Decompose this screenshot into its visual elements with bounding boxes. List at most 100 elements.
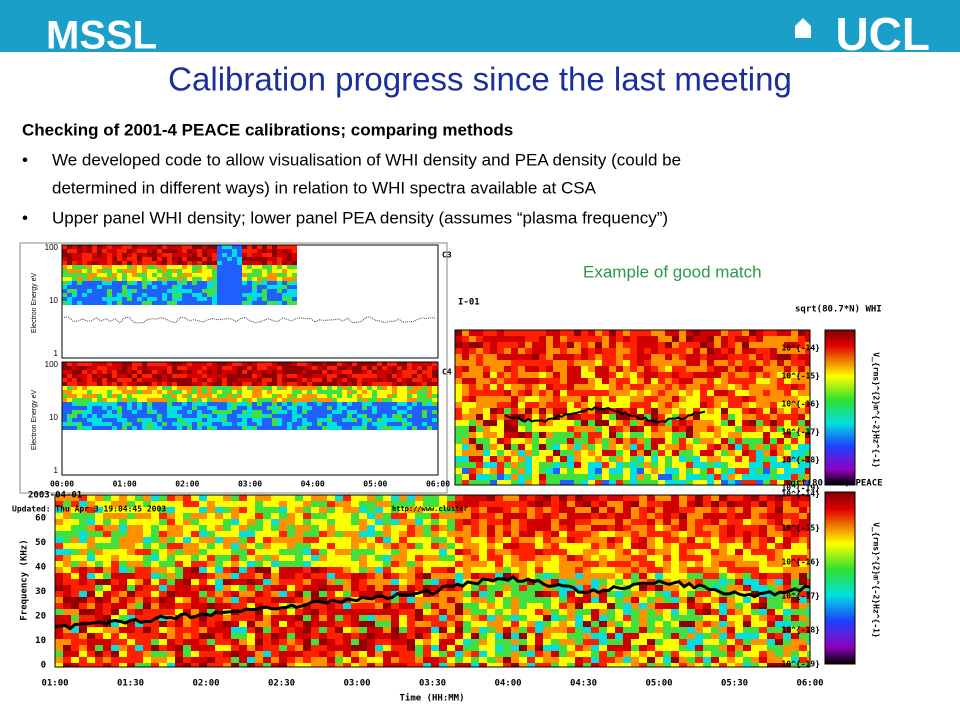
spectrogram-cell: [191, 657, 199, 663]
spectrogram-cell: [359, 657, 367, 663]
spectrogram-cell: [55, 657, 63, 663]
spectrogram-cell: [352, 362, 357, 366]
spectrogram-cell: [407, 609, 415, 615]
spectrogram-cell: [135, 561, 143, 567]
spectrogram-cell: [658, 366, 665, 372]
spectrogram-cell: [63, 603, 71, 609]
spectrogram-cell: [192, 293, 197, 297]
spectrogram-cell: [159, 597, 167, 603]
spectrogram-cell: [311, 567, 319, 573]
spectrogram-cell: [172, 301, 177, 305]
spectrogram-cell: [695, 573, 703, 579]
spectrogram-cell: [775, 657, 783, 663]
spectrogram-cell: [615, 549, 623, 555]
spectrogram-cell: [367, 507, 375, 513]
spectrogram-cell: [775, 603, 783, 609]
spectrogram-cell: [97, 281, 102, 285]
spectrogram-cell: [159, 519, 167, 525]
spectrogram-cell: [255, 633, 263, 639]
spectrogram-cell: [71, 513, 79, 519]
spectrogram-cell: [227, 362, 232, 366]
spectrogram-cell: [167, 269, 172, 273]
spectrogram-cell: [727, 627, 735, 633]
spectrogram-cell: [791, 603, 799, 609]
spectrogram-cell: [143, 561, 151, 567]
spectrogram-cell: [431, 585, 439, 591]
spectrogram-cell: [122, 253, 127, 257]
spectrogram-cell: [271, 501, 279, 507]
spectrogram-cell: [191, 651, 199, 657]
spectrogram-cell: [615, 543, 623, 549]
spectrogram-cell: [262, 273, 267, 277]
spectrogram-cell: [455, 360, 462, 366]
spectrogram-cell: [255, 603, 263, 609]
spectrogram-cell: [279, 663, 287, 667]
spectrogram-cell: [483, 330, 490, 336]
spectrogram-cell: [207, 663, 215, 667]
spectrogram-cell: [135, 663, 143, 667]
spectrogram-cell: [551, 549, 559, 555]
spectrogram-cell: [703, 639, 711, 645]
spectrogram-cell: [215, 579, 223, 585]
spectrogram-cell: [503, 555, 511, 561]
spectrogram-cell: [327, 627, 335, 633]
spectrogram-cell: [447, 555, 455, 561]
spectrogram-cell: [767, 633, 775, 639]
spectrogram-cell: [775, 543, 783, 549]
spectrogram-cell: [735, 621, 743, 627]
spectrogram-cell: [172, 269, 177, 273]
spectrogram-cell: [332, 366, 337, 370]
spectrogram-cell: [791, 414, 798, 420]
spectrogram-cell: [783, 567, 791, 573]
spectrogram-cell: [375, 609, 383, 615]
spectrogram-cell: [777, 366, 784, 372]
spectrogram-cell: [162, 289, 167, 293]
spectrogram-cell: [143, 543, 151, 549]
spectrogram-cell: [695, 555, 703, 561]
spectrogram-cell: [658, 426, 665, 432]
spectrogram-cell: [242, 265, 247, 269]
spectrogram-cell: [212, 297, 217, 301]
spectrogram-cell: [672, 438, 679, 444]
spectrogram-cell: [783, 639, 791, 645]
spectrogram-cell: [777, 474, 784, 480]
spectrogram-cell: [616, 360, 623, 366]
spectrogram-cell: [135, 567, 143, 573]
spectrogram-cell: [231, 579, 239, 585]
spectrogram-cell: [399, 579, 407, 585]
spectrogram-cell: [127, 609, 135, 615]
spectrogram-cell: [247, 285, 252, 289]
spectrogram-cell: [546, 438, 553, 444]
spectrogram-cell: [711, 513, 719, 519]
spectrogram-cell: [663, 561, 671, 567]
spectrogram-cell: [157, 245, 162, 249]
spectrogram-cell: [799, 639, 807, 645]
spectrogram-cell: [749, 474, 756, 480]
spectrogram-cell: [751, 603, 759, 609]
spectrogram-cell: [263, 597, 271, 603]
spectrogram-cell: [543, 543, 551, 549]
spectrogram-cell: [311, 495, 319, 501]
spectrogram-cell: [791, 372, 798, 378]
spectrogram-cell: [157, 301, 162, 305]
spectrogram-cell: [271, 627, 279, 633]
spectrogram-cell: [142, 293, 147, 297]
spectrogram-cell: [199, 567, 207, 573]
spectrogram-cell: [172, 366, 177, 370]
spectrogram-cell: [207, 573, 215, 579]
spectrogram-cell: [469, 450, 476, 456]
spectrogram-cell: [495, 621, 503, 627]
spectrogram-cell: [767, 495, 775, 501]
spectrogram-cell: [700, 360, 707, 366]
spectrogram-cell: [539, 450, 546, 456]
spectrogram-cell: [207, 639, 215, 645]
spectrogram-cell: [742, 378, 749, 384]
spectrogram-cell: [527, 591, 535, 597]
spectrogram-cell: [749, 414, 756, 420]
spectrogram-cell: [135, 657, 143, 663]
spectrogram-cell: [455, 579, 463, 585]
spectrogram-cell: [212, 265, 217, 269]
spectrogram-cell: [187, 366, 192, 370]
spectrogram-cell: [182, 273, 187, 277]
spectrogram-cell: [447, 651, 455, 657]
